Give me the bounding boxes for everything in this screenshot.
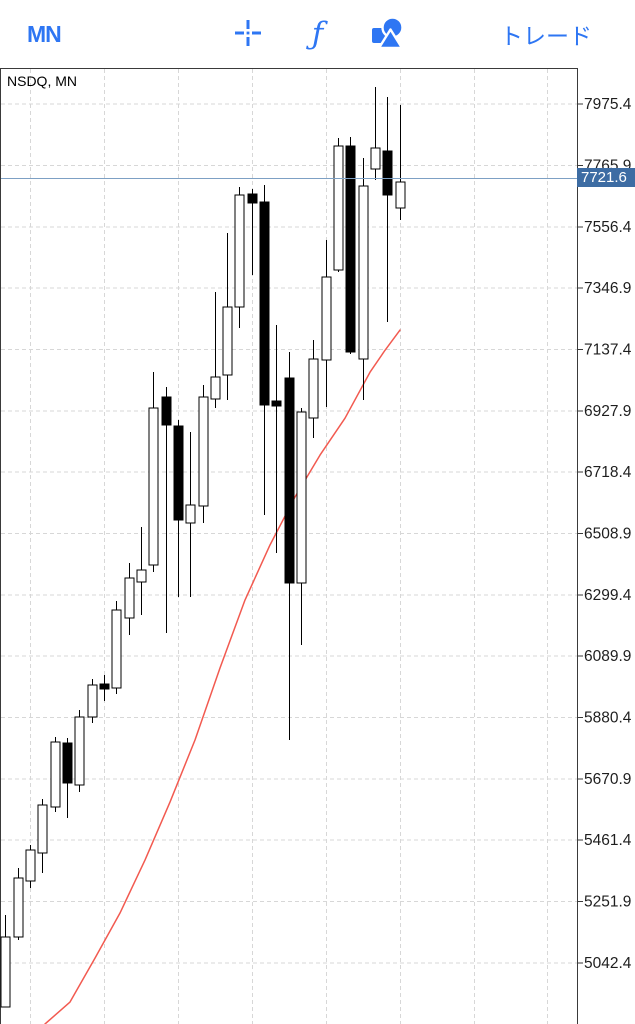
candle-bull: [124, 563, 135, 636]
candle-bull: [308, 340, 319, 439]
candle-bull: [111, 601, 122, 695]
candle-bear: [345, 137, 356, 355]
candle-body: [198, 396, 209, 507]
candle-bull: [25, 845, 36, 889]
candle-bear: [99, 674, 110, 702]
current-price-label: 7721.6: [577, 168, 635, 188]
price-axis-label: 5251.9: [584, 894, 631, 911]
candle-body: [234, 194, 245, 308]
candle-body: [308, 358, 319, 419]
candle-body: [173, 425, 184, 521]
candle-bull: [321, 240, 332, 408]
candle-body: [333, 145, 344, 271]
candle-body: [148, 407, 159, 566]
price-axis-label: 6299.4: [584, 587, 632, 604]
candle-body: [136, 569, 147, 583]
candle-bull: [136, 527, 147, 615]
candle-bull: [74, 710, 85, 793]
candle-body: [271, 400, 282, 407]
candle-body: [185, 504, 196, 524]
candle-bear: [62, 737, 73, 819]
candle-bull: [234, 187, 245, 329]
candle-bull: [87, 679, 98, 723]
timeframe-button[interactable]: MN: [27, 20, 62, 47]
chart-border: [0, 68, 578, 1024]
candle-body: [0, 936, 11, 1008]
crosshair-icon: [233, 18, 263, 51]
moving-average-line: [44, 329, 401, 1024]
candle-body: [247, 193, 258, 204]
candle-body: [370, 147, 381, 170]
candle-bull: [358, 158, 369, 401]
price-axis: 7975.47765.97556.47346.97137.46927.96718…: [577, 96, 632, 972]
candle-body: [382, 150, 393, 196]
price-axis-label: 6927.9: [584, 403, 631, 420]
candle-body: [210, 376, 221, 400]
candle-bull: [37, 799, 48, 873]
candle-bear: [173, 419, 184, 598]
candle-body: [161, 396, 172, 426]
price-axis-label: 6508.9: [584, 525, 631, 542]
candle-body: [111, 609, 122, 689]
candle-bull: [210, 291, 221, 408]
price-axis-label: 5880.4: [584, 710, 632, 727]
candle-bear: [382, 96, 393, 323]
price-axis-label: 7556.4: [584, 219, 632, 236]
candle-body: [296, 411, 307, 584]
price-axis-label: 7346.9: [584, 280, 631, 297]
price-axis-label: 5461.4: [584, 832, 632, 849]
toolbar-center-icons: ƒ: [232, 15, 404, 53]
price-axis-label: 6089.9: [584, 648, 631, 665]
candle-body: [345, 145, 356, 353]
toolbar: MN ƒ: [0, 0, 635, 68]
candle-body: [99, 683, 110, 690]
candles-layer: [0, 87, 406, 1008]
candle-bull: [222, 233, 233, 401]
candle-body: [74, 716, 85, 786]
candle-bull: [198, 385, 209, 524]
objects-button[interactable]: [371, 15, 404, 53]
candle-body: [222, 306, 233, 376]
trade-button[interactable]: トレード: [500, 17, 592, 51]
candle-bull: [395, 105, 406, 220]
function-icon: ƒ: [311, 15, 324, 52]
price-axis-label: 7975.4: [584, 96, 632, 113]
price-axis-label: 7137.4: [584, 341, 632, 358]
candle-body: [25, 849, 36, 882]
indicators-button[interactable]: ƒ: [302, 17, 334, 51]
candle-bear: [247, 189, 258, 276]
candle-body: [87, 684, 98, 718]
candle-bear: [259, 185, 270, 516]
price-axis-label: 6718.4: [584, 464, 632, 481]
candle-body: [13, 877, 24, 938]
candle-bear: [161, 387, 172, 634]
candle-bull: [333, 137, 344, 273]
candle-body: [50, 741, 61, 808]
candle-body: [62, 742, 73, 784]
candle-bull: [185, 431, 196, 598]
candle-bull: [13, 867, 24, 940]
price-axis-label: 5670.9: [584, 771, 631, 788]
candle-body: [259, 201, 270, 406]
candle-bear: [271, 325, 282, 554]
chart-canvas[interactable]: 7975.47765.97556.47346.97137.46927.96718…: [0, 68, 635, 1024]
candle-body: [358, 185, 369, 360]
price-axis-label: 5042.4: [584, 955, 632, 972]
objects-icon: [371, 15, 404, 53]
candle-body: [124, 577, 135, 619]
candle-body: [395, 181, 406, 209]
candle-bull: [148, 372, 159, 573]
candle-bull: [370, 87, 381, 181]
chart-area[interactable]: 7975.4 7765.9 7556.4 7346.9 7137.4 6927.9 6718…: [0, 68, 635, 1024]
candle-bear: [284, 352, 295, 740]
crosshair-button[interactable]: [232, 17, 264, 51]
candle-bull: [296, 407, 307, 646]
candle-body: [37, 804, 48, 854]
candle-body: [284, 377, 295, 584]
candle-bull: [0, 915, 11, 1008]
candle-bull: [50, 737, 61, 813]
candle-body: [321, 276, 332, 361]
